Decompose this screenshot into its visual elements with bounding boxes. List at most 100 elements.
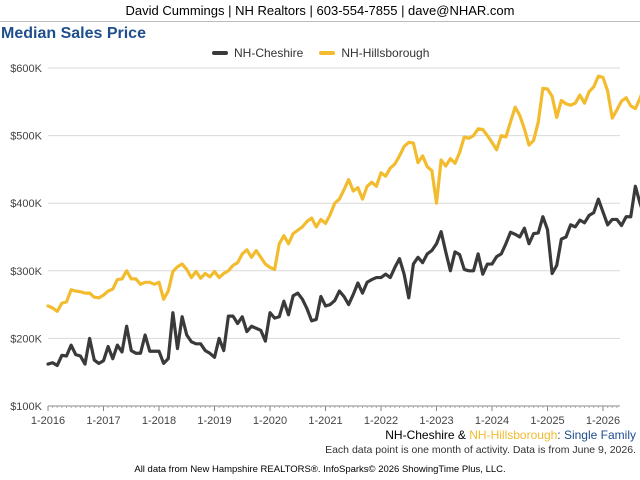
data-point-hillsborough (620, 100, 623, 102)
data-point-cheshire (491, 263, 493, 265)
data-point-cheshire (292, 295, 294, 297)
data-point-cheshire (209, 352, 211, 355)
data-point-cheshire (144, 334, 146, 336)
data-point-hillsborough (111, 288, 114, 290)
data-point-hillsborough (209, 276, 211, 278)
x-tick-label: 1-2017 (86, 415, 120, 427)
data-point-cheshire (84, 363, 86, 365)
data-point-hillsborough (56, 310, 59, 313)
data-point-hillsborough (287, 242, 290, 245)
data-point-cheshire (246, 330, 248, 333)
data-point-hillsborough (592, 86, 595, 88)
data-point-hillsborough (403, 145, 405, 148)
data-point-hillsborough (320, 218, 322, 221)
data-point-hillsborough (560, 99, 563, 102)
data-point-hillsborough (116, 278, 119, 281)
data-point-cheshire (116, 344, 119, 346)
data-point-cheshire (79, 355, 82, 357)
data-note: Each data point is one month of activity… (325, 444, 636, 456)
x-tick-label: 1-2024 (475, 415, 509, 427)
data-point-hillsborough (232, 264, 234, 267)
data-point-hillsborough (107, 290, 109, 292)
data-point-cheshire (190, 340, 193, 343)
data-point-hillsborough (148, 281, 151, 284)
data-point-cheshire (629, 215, 632, 218)
data-point-hillsborough (301, 226, 304, 228)
data-point-hillsborough (481, 128, 484, 131)
data-point-hillsborough (306, 220, 308, 223)
data-point-cheshire (56, 364, 59, 367)
data-point-hillsborough (236, 261, 239, 264)
data-point-cheshire (310, 320, 313, 322)
data-point-cheshire (148, 350, 151, 353)
data-point-cheshire (560, 238, 563, 240)
data-point-hillsborough (246, 249, 248, 251)
data-point-cheshire (70, 344, 72, 346)
data-point-cheshire (431, 249, 433, 252)
data-point-hillsborough (167, 290, 170, 292)
data-point-hillsborough (79, 290, 82, 293)
data-point-hillsborough (102, 294, 105, 296)
contact-header: David Cummings | NH Realtors | 603-554-7… (0, 0, 640, 22)
data-point-hillsborough (269, 266, 271, 269)
subtitle-cheshire: NH-Cheshire (385, 428, 455, 442)
data-point-hillsborough (389, 167, 392, 169)
data-point-cheshire (338, 290, 341, 292)
data-point-cheshire (435, 242, 438, 245)
data-point-cheshire (588, 214, 590, 217)
data-point-cheshire (125, 325, 128, 328)
data-point-hillsborough (255, 249, 257, 252)
data-point-cheshire (398, 257, 401, 260)
data-point-cheshire (287, 313, 290, 316)
data-point-hillsborough (185, 268, 188, 271)
data-point-hillsborough (250, 256, 253, 259)
data-point-hillsborough (472, 134, 475, 137)
data-point-cheshire (505, 242, 507, 245)
data-point-hillsborough (74, 290, 77, 292)
data-point-cheshire (47, 363, 49, 365)
x-tick-label: 1-2023 (419, 415, 453, 427)
data-point-hillsborough (555, 116, 558, 119)
data-point-cheshire (472, 270, 475, 272)
data-point-hillsborough (579, 94, 581, 96)
y-tick-label: $400K (10, 198, 42, 210)
data-point-cheshire (532, 232, 535, 235)
chart-grid (48, 67, 620, 407)
y-axis: $100K $200K $300K $400K $500K $600K (10, 63, 42, 413)
data-point-cheshire (407, 297, 410, 299)
x-tick-label: 1-2026 (586, 415, 620, 427)
data-point-hillsborough (278, 242, 281, 245)
data-point-cheshire (213, 356, 216, 359)
data-point-cheshire (204, 349, 207, 352)
data-point-cheshire (278, 315, 281, 318)
data-point-cheshire (264, 340, 267, 342)
data-point-cheshire (625, 215, 627, 218)
data-point-cheshire (352, 293, 355, 296)
data-point-hillsborough (546, 88, 549, 90)
data-point-cheshire (366, 281, 368, 284)
data-point-cheshire (250, 325, 253, 328)
data-point-cheshire (500, 253, 503, 255)
data-point-hillsborough (370, 181, 373, 184)
data-point-cheshire (329, 303, 331, 306)
data-point-cheshire (417, 256, 419, 259)
data-point-hillsborough (84, 292, 86, 294)
data-point-hillsborough (144, 281, 146, 284)
data-point-hillsborough (98, 297, 100, 299)
data-point-hillsborough (514, 106, 516, 109)
data-point-cheshire (65, 355, 68, 357)
data-point-cheshire (477, 253, 479, 255)
data-point-cheshire (232, 315, 234, 317)
data-point-hillsborough (477, 128, 479, 130)
x-tick-label: 1-2019 (197, 415, 231, 427)
data-point-cheshire (102, 359, 105, 362)
data-point-cheshire (139, 352, 142, 355)
data-point-cheshire (421, 261, 424, 264)
data-point-hillsborough (426, 165, 429, 168)
data-point-hillsborough (602, 76, 604, 79)
data-point-cheshire (121, 351, 123, 353)
data-point-cheshire (528, 242, 530, 245)
data-point-hillsborough (634, 107, 637, 110)
data-point-hillsborough (625, 96, 627, 99)
x-tick-label: 1-2018 (142, 415, 176, 427)
